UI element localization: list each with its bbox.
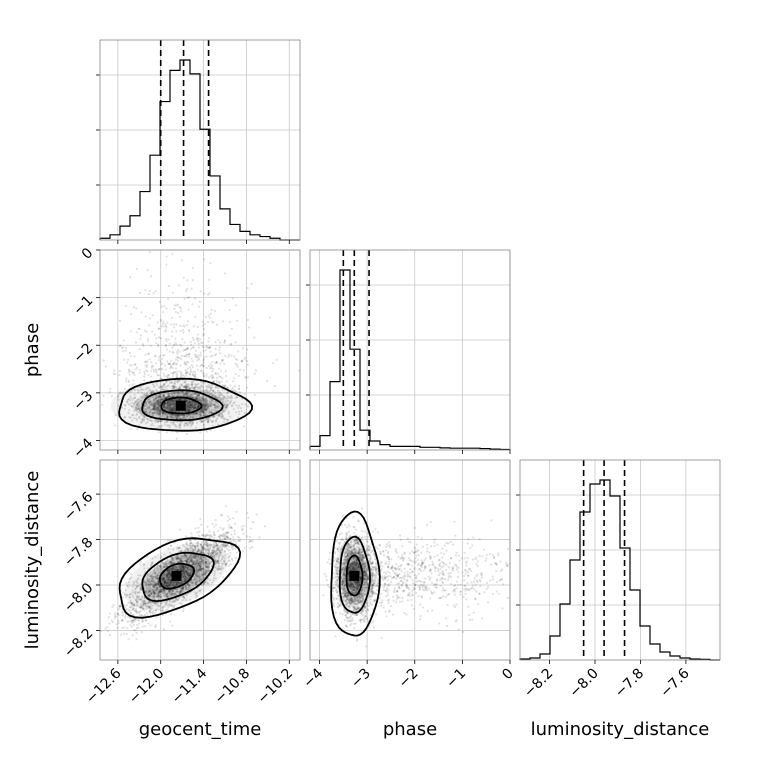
scatter-phase-vs-luminosity-distance: −4 −3 −2 −1 0: [300, 459, 517, 692]
histogram-phase: [306, 249, 511, 454]
ylabel-phase: phase: [22, 323, 43, 377]
contour-line: [330, 510, 381, 637]
x-tick-label: −12.0: [126, 666, 168, 708]
x-tick-label: −4: [300, 665, 326, 691]
y-tick-label: −4: [70, 435, 96, 461]
x-tick-label: −1: [443, 666, 469, 692]
y-tick-label: −7.6: [61, 489, 96, 524]
x-tick-label: −10.8: [212, 666, 254, 708]
panel-frame: [309, 459, 511, 661]
x-tick-label: −7.8: [612, 666, 647, 701]
panel-frame: [519, 459, 721, 661]
y-tick-label: −2: [70, 340, 96, 366]
y-tick-label: −7.8: [61, 535, 96, 570]
x-tick-label: −11.4: [169, 665, 211, 707]
contour-line: [160, 396, 203, 415]
x-tick-label: −2: [396, 666, 422, 692]
peak-marker: [171, 570, 182, 581]
y-tick-label: −8.0: [61, 580, 96, 615]
grid: [520, 460, 720, 660]
peak-marker: [175, 400, 186, 411]
contour-line: [118, 537, 242, 619]
y-tick-label: −1: [70, 293, 96, 319]
contour-line: [158, 562, 196, 590]
x-tick-label: 0: [499, 666, 517, 684]
histogram-step: [519, 479, 720, 661]
grid: [100, 40, 300, 240]
x-tick-label: −8.0: [566, 666, 601, 701]
contour-line: [345, 554, 364, 597]
x-tick-label: −7.6: [657, 665, 692, 700]
ylabel-luminosity-distance: luminosity_distance: [22, 471, 43, 650]
y-tick-label: −8.2: [61, 626, 96, 661]
contour-line: [141, 551, 215, 603]
panel-frame: [309, 249, 511, 451]
histogram-geocent-time: [96, 39, 301, 244]
sample-points: [100, 250, 300, 440]
xlabel-geocent-time: geocent_time: [139, 719, 262, 740]
x-tick-label: −8.2: [521, 666, 556, 701]
y-tick-label: 0: [79, 245, 97, 263]
y-tick-label: −3: [70, 388, 96, 414]
panel-frame: [99, 459, 301, 661]
scatter-geocent-time-vs-luminosity-distance: −12.6 −12.0 −11.4 −10.8 −10.2 −8.2 −8.0 −7.8 −7.…: [61, 459, 301, 708]
scatter-geocent-time-vs-phase: −4 −3 −2 −1 0: [70, 245, 301, 461]
contour-line: [338, 535, 371, 614]
xlabel-phase: phase: [383, 719, 437, 740]
histogram-step: [99, 59, 300, 241]
x-tick-label: −12.6: [83, 665, 125, 707]
histogram-luminosity-distance: −8.2 −8.0 −7.8 −7.6: [516, 459, 721, 701]
panel-frame: [99, 39, 301, 241]
panel-frame: [99, 249, 301, 451]
xlabel-luminosity-distance: luminosity_distance: [531, 719, 710, 740]
peak-marker: [349, 570, 360, 581]
x-tick-label: −10.2: [254, 666, 296, 708]
x-tick-label: −3: [348, 666, 374, 692]
histogram-step: [309, 269, 511, 451]
contour-line: [141, 389, 224, 422]
contour-line: [118, 377, 254, 432]
